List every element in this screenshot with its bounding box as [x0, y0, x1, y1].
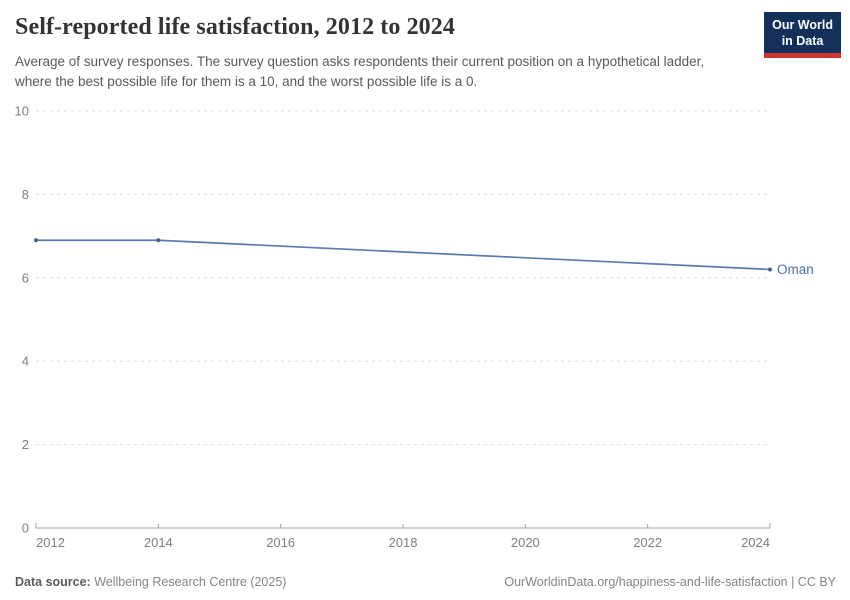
y-tick-label: 8: [22, 187, 29, 202]
x-tick-label: 2018: [389, 535, 418, 550]
series-end-label: Oman: [777, 262, 814, 277]
y-tick-label: 10: [15, 104, 29, 119]
data-point: [768, 267, 772, 272]
y-tick-label: 4: [22, 354, 29, 369]
chart-footer: Data source: Wellbeing Research Centre (…: [15, 575, 836, 589]
data-point: [156, 238, 161, 243]
series-line-oman: [36, 239, 771, 271]
y-tick-label: 0: [22, 521, 29, 536]
x-tick-label: 2022: [633, 535, 662, 550]
footer-link: OurWorldinData.org/happiness-and-life-sa…: [504, 575, 836, 589]
chart-svg: 0 2 4 6 8 10 2012 2014 2016 2018 2020 2022 2024 Oman: [15, 104, 814, 551]
owid-logo-line2: in Data: [781, 34, 824, 49]
x-tick-label: 2014: [144, 535, 173, 550]
y-tick-label: 2: [22, 437, 29, 452]
owid-logo: Our World in Data: [764, 12, 841, 58]
data-source-label: Data source:: [15, 575, 91, 589]
y-tick-label: 6: [22, 270, 29, 285]
chart-title: Self-reported life satisfaction, 2012 to…: [15, 14, 455, 40]
data-source: Data source: Wellbeing Research Centre (…: [15, 575, 286, 589]
x-tick-label: 2012: [36, 535, 65, 550]
data-source-text: Wellbeing Research Centre (2025): [94, 575, 287, 589]
owid-logo-line1: Our World: [772, 18, 833, 32]
x-tick-label: 2016: [266, 535, 295, 550]
x-tick-label: 2020: [511, 535, 540, 550]
x-tick-label: 2024: [741, 535, 770, 550]
data-point: [34, 238, 38, 243]
chart-subtitle: Average of survey responses. The survey …: [15, 54, 705, 90]
